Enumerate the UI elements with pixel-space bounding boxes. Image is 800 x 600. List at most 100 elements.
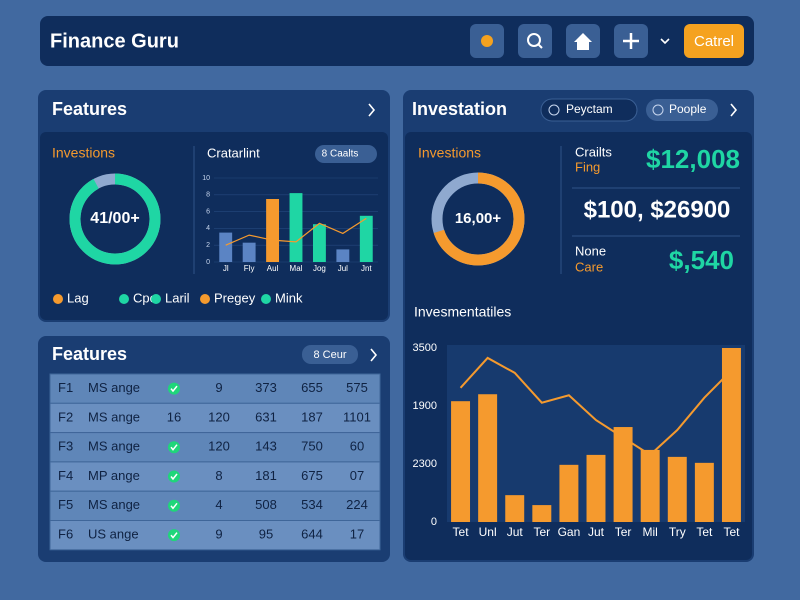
bar	[721, 348, 741, 522]
donut-arc	[69, 173, 161, 265]
x-tick-label: Mil	[643, 525, 658, 539]
dropdown-chevron[interactable]	[660, 38, 670, 45]
x-tick-label: Jut	[507, 525, 524, 539]
table-button-label: 8 Ceur	[313, 349, 346, 361]
table-cell: F2	[58, 409, 73, 424]
table-cell: 534	[301, 497, 323, 512]
bar	[242, 242, 256, 262]
bar	[613, 427, 633, 522]
table-cell: 143	[255, 439, 277, 454]
check-mark	[170, 532, 178, 539]
stat-value: $,540	[669, 245, 734, 275]
tab[interactable]	[646, 99, 718, 121]
table-cell: MS ange	[88, 380, 140, 395]
x-tick-label: Jut	[588, 525, 605, 539]
y-axis-label: 1900	[413, 400, 437, 412]
legend-label: Lag	[67, 290, 89, 305]
donut-arc	[431, 172, 525, 266]
search-button[interactable]	[518, 24, 552, 58]
table-cell: 675	[301, 468, 323, 483]
bar	[559, 464, 579, 522]
catrel-button[interactable]	[684, 24, 744, 58]
chart-button[interactable]	[315, 145, 377, 163]
panel-title: Investation	[412, 99, 507, 119]
panel-chevron[interactable]	[730, 103, 738, 117]
table-cell: 120	[208, 409, 230, 424]
table-cell: 95	[259, 527, 273, 542]
x-tick-label: Tet	[453, 525, 470, 539]
y-tick-label: 8	[206, 192, 210, 199]
table-button[interactable]	[302, 345, 358, 364]
table-cell: 120	[208, 439, 230, 454]
stat-sublabel: Care	[575, 259, 603, 274]
table-cell: 1101	[343, 409, 371, 424]
panel-title: Features	[52, 99, 127, 119]
donut-label: 41/00+	[90, 210, 139, 227]
chart-title: Invesmentatiles	[414, 304, 511, 320]
panel-title: Features	[52, 344, 127, 364]
table-cell: 655	[301, 380, 323, 395]
table-cell: MS ange	[88, 409, 140, 424]
x-tick-label: Ter	[533, 525, 550, 539]
table-cell: F5	[58, 497, 73, 512]
check-icon	[168, 499, 180, 512]
table-cell: MP ange	[88, 468, 140, 483]
bar	[667, 456, 687, 522]
legend-swatch	[261, 294, 271, 304]
legend-swatch	[151, 294, 161, 304]
stat-sublabel: Fing	[575, 159, 600, 174]
bar	[359, 215, 373, 262]
table-row	[49, 461, 381, 492]
x-tick-label: Jnt	[361, 264, 372, 273]
x-tick-label: Tet	[723, 525, 740, 539]
table-cell: US ange	[88, 527, 139, 542]
table-cell: 9	[215, 380, 222, 395]
bar	[505, 495, 525, 522]
bar	[312, 224, 326, 262]
x-tick-label: Ter	[615, 525, 632, 539]
donut-title: Investions	[52, 145, 115, 161]
table-cell: F3	[58, 439, 73, 454]
table-cell: 750	[301, 439, 323, 454]
x-tick-label: Try	[669, 525, 686, 539]
y-axis-label: 3500	[413, 342, 437, 354]
check-icon	[168, 441, 180, 454]
legend-swatch	[119, 294, 129, 304]
y-tick-label: 6	[206, 208, 210, 215]
check-icon	[168, 470, 180, 483]
table-cell: 631	[255, 409, 277, 424]
app-title: Finance Guru	[50, 30, 179, 52]
tab[interactable]	[540, 98, 638, 122]
bar	[219, 232, 233, 262]
legend-label: Laril	[165, 290, 190, 305]
check-mark	[170, 473, 178, 481]
add-icon	[623, 33, 639, 49]
settings-icon	[481, 35, 493, 47]
y-axis-label: 0	[431, 516, 437, 528]
trend-line	[225, 217, 367, 246]
bar	[694, 462, 714, 522]
table-cell: MS ange	[88, 439, 140, 454]
table-cell: MS ange	[88, 497, 140, 512]
table-cell: F6	[58, 527, 73, 542]
x-tick-label: Unl	[479, 525, 497, 539]
donut-label: 16,00+	[455, 210, 502, 227]
x-tick-label: Jul	[338, 264, 348, 273]
table-row	[49, 373, 381, 404]
x-tick-label: Tet	[696, 525, 713, 539]
table-cell: 07	[350, 468, 364, 483]
table-row	[49, 520, 381, 551]
tab-icon	[652, 104, 664, 116]
trend-line	[459, 356, 733, 457]
panel-chevron[interactable]	[368, 103, 376, 117]
bar	[532, 505, 552, 522]
search-icon-handle	[537, 43, 543, 49]
panel-chevron[interactable]	[370, 348, 378, 362]
x-tick-label: Aul	[267, 264, 279, 273]
x-tick-label: Fly	[244, 264, 255, 273]
tab-icon	[548, 104, 560, 116]
legend-label: Pregey	[214, 290, 256, 305]
stat-value: $12,008	[646, 144, 740, 174]
chart-button-label: 8 Caalts	[322, 149, 359, 160]
